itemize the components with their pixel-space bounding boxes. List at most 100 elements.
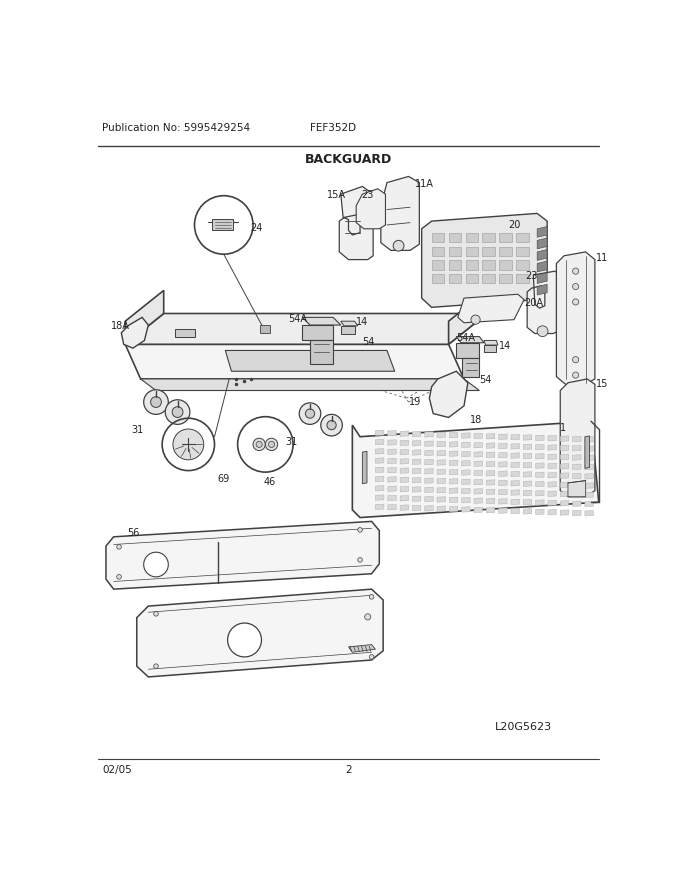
Polygon shape bbox=[548, 500, 556, 506]
Polygon shape bbox=[548, 444, 556, 451]
Polygon shape bbox=[536, 454, 544, 459]
Polygon shape bbox=[449, 246, 461, 256]
Polygon shape bbox=[425, 432, 433, 437]
Polygon shape bbox=[339, 187, 373, 260]
Polygon shape bbox=[437, 442, 445, 447]
Polygon shape bbox=[310, 341, 333, 363]
Polygon shape bbox=[536, 435, 544, 441]
Polygon shape bbox=[462, 470, 470, 475]
Polygon shape bbox=[412, 450, 421, 455]
Polygon shape bbox=[412, 496, 421, 502]
Polygon shape bbox=[225, 350, 394, 371]
Text: 24: 24 bbox=[250, 224, 262, 233]
Polygon shape bbox=[425, 441, 433, 446]
Polygon shape bbox=[573, 445, 581, 451]
Polygon shape bbox=[462, 488, 470, 494]
Text: 11A: 11A bbox=[415, 179, 434, 188]
Polygon shape bbox=[437, 479, 445, 484]
Polygon shape bbox=[449, 488, 458, 494]
Polygon shape bbox=[537, 250, 547, 260]
Polygon shape bbox=[548, 463, 556, 469]
Polygon shape bbox=[456, 336, 484, 343]
Polygon shape bbox=[462, 479, 470, 484]
Polygon shape bbox=[486, 498, 495, 503]
Circle shape bbox=[256, 442, 262, 448]
Polygon shape bbox=[303, 325, 333, 341]
Text: 54A: 54A bbox=[288, 313, 307, 324]
Polygon shape bbox=[449, 442, 458, 447]
Polygon shape bbox=[449, 232, 461, 242]
Polygon shape bbox=[560, 436, 568, 442]
Text: 46: 46 bbox=[264, 477, 276, 487]
Polygon shape bbox=[400, 468, 409, 473]
Polygon shape bbox=[498, 480, 507, 486]
Circle shape bbox=[154, 612, 158, 616]
Polygon shape bbox=[425, 459, 433, 465]
Polygon shape bbox=[425, 488, 433, 493]
Circle shape bbox=[369, 655, 374, 659]
Polygon shape bbox=[412, 478, 421, 483]
Circle shape bbox=[117, 575, 121, 579]
Circle shape bbox=[358, 558, 362, 562]
Polygon shape bbox=[483, 232, 495, 242]
Text: 54A: 54A bbox=[456, 333, 475, 342]
Text: 02/05: 02/05 bbox=[102, 766, 132, 775]
Polygon shape bbox=[400, 440, 409, 445]
Polygon shape bbox=[437, 506, 445, 511]
Polygon shape bbox=[556, 252, 595, 385]
Polygon shape bbox=[498, 444, 507, 449]
Circle shape bbox=[265, 438, 277, 451]
Polygon shape bbox=[425, 496, 433, 502]
Circle shape bbox=[471, 315, 480, 325]
Polygon shape bbox=[527, 271, 562, 334]
Polygon shape bbox=[388, 477, 396, 482]
Polygon shape bbox=[585, 436, 590, 468]
Polygon shape bbox=[568, 480, 585, 496]
Text: 23: 23 bbox=[526, 271, 538, 281]
Polygon shape bbox=[437, 496, 445, 502]
Polygon shape bbox=[536, 472, 544, 478]
Polygon shape bbox=[437, 451, 445, 456]
Text: 20A: 20A bbox=[524, 298, 543, 308]
Polygon shape bbox=[303, 318, 341, 325]
Polygon shape bbox=[474, 498, 483, 503]
Polygon shape bbox=[462, 451, 470, 457]
Polygon shape bbox=[516, 232, 528, 242]
Polygon shape bbox=[585, 483, 594, 488]
Polygon shape bbox=[375, 458, 384, 463]
Text: Publication No: 5995429254: Publication No: 5995429254 bbox=[102, 122, 250, 133]
Polygon shape bbox=[548, 436, 556, 441]
Polygon shape bbox=[449, 451, 458, 457]
Polygon shape bbox=[375, 439, 384, 444]
Polygon shape bbox=[466, 275, 478, 283]
Polygon shape bbox=[400, 458, 409, 464]
Polygon shape bbox=[137, 590, 383, 677]
Circle shape bbox=[573, 372, 579, 378]
Polygon shape bbox=[498, 499, 507, 504]
Polygon shape bbox=[560, 473, 568, 479]
Circle shape bbox=[150, 397, 161, 407]
Polygon shape bbox=[474, 461, 483, 466]
Text: 20: 20 bbox=[509, 219, 521, 230]
Polygon shape bbox=[212, 219, 233, 230]
Polygon shape bbox=[524, 490, 532, 495]
Polygon shape bbox=[585, 492, 594, 497]
Polygon shape bbox=[437, 459, 445, 466]
Polygon shape bbox=[462, 442, 470, 447]
Polygon shape bbox=[486, 434, 495, 439]
Polygon shape bbox=[388, 440, 396, 445]
Polygon shape bbox=[375, 449, 384, 454]
Polygon shape bbox=[375, 476, 384, 481]
Text: 54: 54 bbox=[362, 336, 375, 347]
Polygon shape bbox=[356, 188, 386, 229]
Circle shape bbox=[117, 545, 121, 549]
Polygon shape bbox=[425, 469, 433, 474]
Polygon shape bbox=[516, 246, 528, 256]
Polygon shape bbox=[260, 325, 270, 333]
Text: FEF352D: FEF352D bbox=[310, 122, 356, 133]
Polygon shape bbox=[585, 455, 594, 460]
Circle shape bbox=[165, 400, 190, 424]
Polygon shape bbox=[412, 505, 421, 510]
Polygon shape bbox=[106, 521, 379, 590]
Polygon shape bbox=[536, 491, 544, 496]
